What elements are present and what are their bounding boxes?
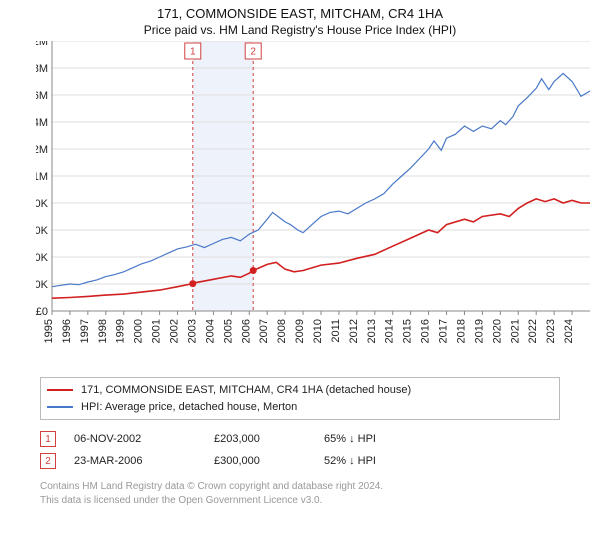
svg-text:2017: 2017 [438, 319, 450, 343]
svg-text:2024: 2024 [563, 319, 575, 343]
sale-marker-icon: 2 [40, 453, 56, 469]
svg-text:2006: 2006 [240, 319, 252, 343]
legend-label: 171, COMMONSIDE EAST, MITCHAM, CR4 1HA (… [81, 382, 411, 399]
svg-text:2016: 2016 [420, 319, 432, 343]
sale-date: 23-MAR-2006 [74, 455, 214, 467]
svg-text:2000: 2000 [133, 319, 145, 343]
svg-text:2004: 2004 [204, 319, 216, 343]
svg-text:2: 2 [250, 47, 256, 58]
svg-text:2021: 2021 [509, 319, 521, 343]
svg-text:2008: 2008 [276, 319, 288, 343]
legend-item: HPI: Average price, detached house, Mert… [47, 399, 553, 416]
chart-plot-area: £0 £200K £400K £600K £800K £1M £1.2M £1.4M £1.6M… [36, 41, 596, 371]
sale-delta: 52% ↓ HPI [324, 455, 434, 467]
svg-text:2009: 2009 [294, 319, 306, 343]
sale-date: 06-NOV-2002 [74, 433, 214, 445]
chart-container: 171, COMMONSIDE EAST, MITCHAM, CR4 1HA P… [0, 0, 600, 560]
sale-price: £203,000 [214, 433, 324, 445]
svg-text:2022: 2022 [527, 319, 539, 343]
svg-text:2001: 2001 [151, 319, 163, 343]
svg-text:£2M: £2M [36, 41, 48, 48]
svg-text:£0: £0 [36, 306, 48, 318]
svg-text:2002: 2002 [169, 319, 181, 343]
svg-text:2015: 2015 [402, 319, 414, 343]
chart-svg: £0 £200K £400K £600K £800K £1M £1.2M £1.4M £1.6M… [36, 41, 596, 371]
svg-text:1999: 1999 [115, 319, 127, 343]
sale-price: £300,000 [214, 455, 324, 467]
legend-item: 171, COMMONSIDE EAST, MITCHAM, CR4 1HA (… [47, 382, 553, 399]
svg-text:£1.4M: £1.4M [36, 117, 48, 129]
svg-text:1: 1 [190, 47, 196, 58]
svg-text:£1.8M: £1.8M [36, 63, 48, 75]
svg-text:£1.2M: £1.2M [36, 144, 48, 156]
sale-delta: 65% ↓ HPI [324, 433, 434, 445]
svg-text:£200K: £200K [36, 279, 49, 291]
svg-text:£600K: £600K [36, 225, 49, 237]
footer-line: This data is licensed under the Open Gov… [40, 494, 560, 508]
svg-text:1998: 1998 [97, 319, 109, 343]
legend: 171, COMMONSIDE EAST, MITCHAM, CR4 1HA (… [40, 377, 560, 420]
svg-text:2007: 2007 [258, 319, 270, 343]
svg-text:2018: 2018 [455, 319, 467, 343]
legend-swatch [47, 389, 73, 391]
svg-text:2012: 2012 [348, 319, 360, 343]
svg-text:£800K: £800K [36, 198, 49, 210]
svg-text:£1M: £1M [36, 171, 48, 183]
chart-title: 171, COMMONSIDE EAST, MITCHAM, CR4 1HA [0, 0, 600, 21]
legend-label: HPI: Average price, detached house, Mert… [81, 399, 297, 416]
table-row: 2 23-MAR-2006 £300,000 52% ↓ HPI [40, 450, 560, 472]
chart-subtitle: Price paid vs. HM Land Registry's House … [0, 21, 600, 41]
table-row: 1 06-NOV-2002 £203,000 65% ↓ HPI [40, 428, 560, 450]
legend-swatch [47, 406, 73, 408]
footer-attribution: Contains HM Land Registry data © Crown c… [40, 480, 560, 507]
footer-line: Contains HM Land Registry data © Crown c… [40, 480, 560, 494]
svg-text:2019: 2019 [473, 319, 485, 343]
sale-marker-icon: 1 [40, 431, 56, 447]
svg-text:£1.6M: £1.6M [36, 90, 48, 102]
svg-text:2013: 2013 [366, 319, 378, 343]
svg-text:2011: 2011 [330, 319, 342, 343]
svg-text:2010: 2010 [312, 319, 324, 343]
svg-text:2023: 2023 [545, 319, 557, 343]
svg-text:1995: 1995 [43, 319, 55, 343]
svg-text:2003: 2003 [186, 319, 198, 343]
svg-text:2014: 2014 [384, 319, 396, 343]
svg-text:£400K: £400K [36, 252, 49, 264]
svg-text:1996: 1996 [61, 319, 73, 343]
svg-text:2005: 2005 [222, 319, 234, 343]
svg-text:2020: 2020 [491, 319, 503, 343]
sales-table: 1 06-NOV-2002 £203,000 65% ↓ HPI 2 23-MA… [40, 428, 560, 472]
svg-text:1997: 1997 [79, 319, 91, 343]
